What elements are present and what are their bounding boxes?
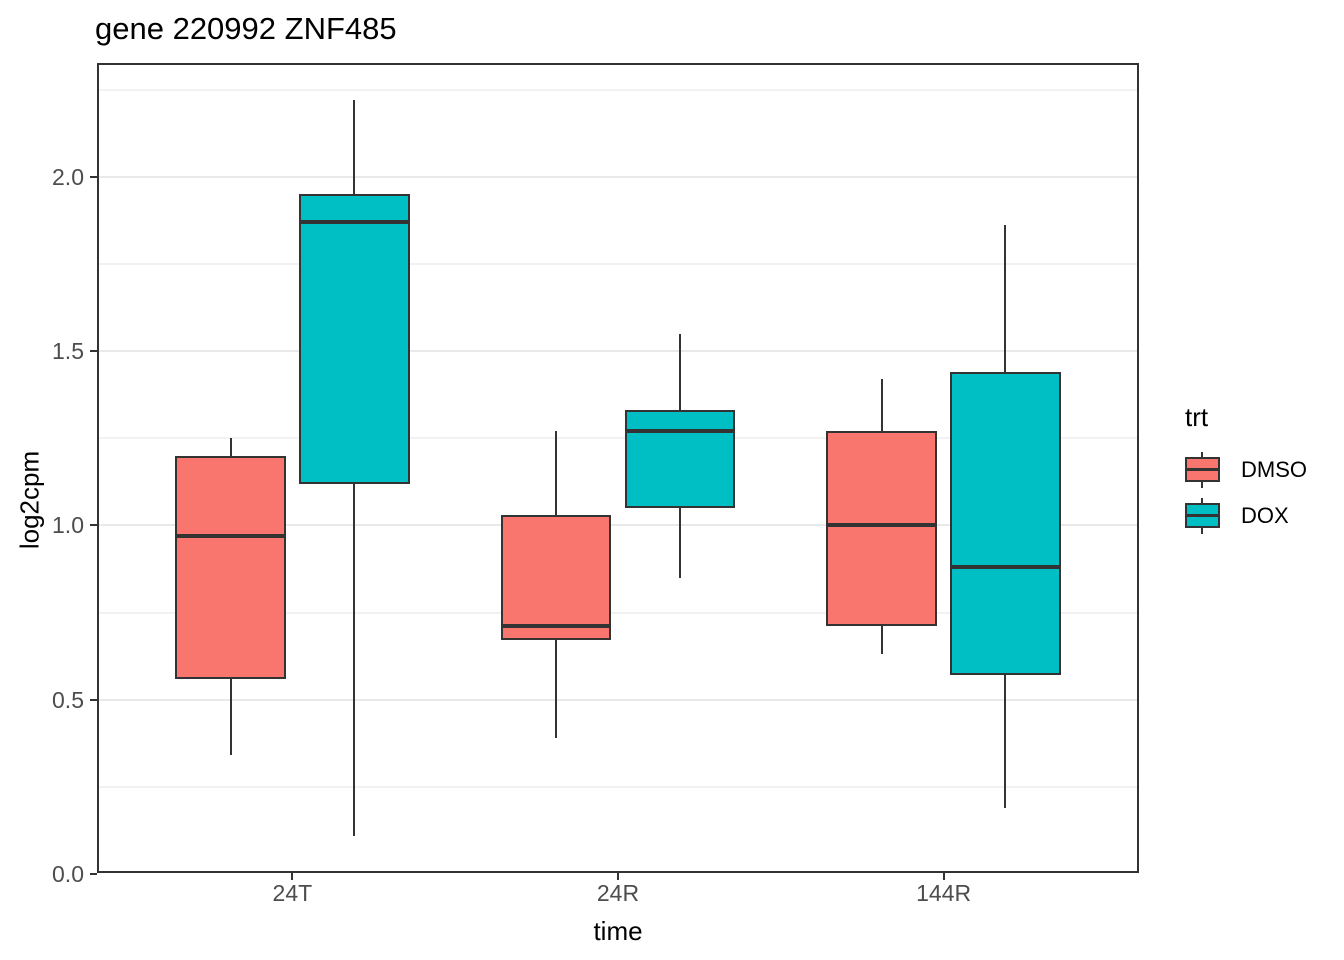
whisker-upper-dox-24t: [353, 99, 356, 195]
grid-major-line: [97, 524, 1139, 527]
x-axis-tick: [617, 873, 619, 880]
legend-item-dmso: DMSO: [1185, 447, 1307, 493]
y-tick-label: 0.0: [52, 861, 84, 888]
legend-label: DMSO: [1241, 457, 1307, 482]
box-dmso-24t: [175, 455, 286, 679]
whisker-lower-dmso-24t: [229, 678, 232, 756]
y-axis-tick: [90, 175, 97, 178]
grid-major-line: [97, 698, 1139, 701]
x-axis-title: time: [593, 916, 643, 946]
y-tick-label: 2.0: [52, 163, 84, 190]
grid-major-line: [97, 350, 1139, 352]
whisker-lower-dox-144r: [1004, 675, 1007, 808]
y-tick-label: 1.0: [52, 512, 84, 539]
whisker-lower-dmso-24r: [555, 640, 558, 739]
whisker-upper-dmso-24r: [555, 431, 558, 515]
whisker-upper-dox-24r: [678, 333, 681, 411]
legend: trt DMSO DOX: [1185, 402, 1307, 539]
whisker-upper-dmso-144r: [880, 378, 883, 432]
x-tick-label: 144R: [916, 880, 972, 906]
median-dox-144r: [952, 565, 1059, 570]
box-dox-24r: [624, 410, 736, 508]
legend-item-dox: DOX: [1185, 493, 1307, 539]
y-axis-tick: [90, 873, 97, 876]
y-axis-tick: [90, 350, 97, 352]
whisker-upper-dox-144r: [1004, 225, 1007, 372]
median-dmso-144r: [828, 523, 936, 528]
whisker-lower-dmso-144r: [880, 626, 883, 655]
y-tick-label: 1.5: [52, 338, 84, 364]
legend-key-boxplot-glyph: [1185, 452, 1220, 488]
median-dmso-24t: [177, 533, 284, 538]
y-axis-tick: [90, 524, 97, 527]
grid-minor-line: [97, 437, 1139, 440]
legend-label: DOX: [1241, 503, 1289, 528]
median-dox-24t: [300, 220, 408, 224]
x-tick-label: 24T: [272, 880, 313, 906]
x-axis-tick: [942, 873, 945, 880]
legend-key-boxplot-glyph: [1185, 498, 1220, 534]
box-dmso-24r: [500, 514, 612, 641]
median-dmso-24r: [502, 624, 610, 629]
grid-minor-line: [97, 785, 1139, 788]
box-dox-24t: [298, 194, 410, 484]
grid-major-line: [97, 175, 1139, 178]
legend-key-median: [1187, 514, 1218, 517]
whisker-lower-dox-24t: [353, 483, 356, 836]
chart-title: gene 220992 ZNF485: [95, 11, 397, 46]
x-tick-label: 24R: [596, 880, 640, 906]
whisker-lower-dox-24r: [678, 507, 681, 578]
legend-key-median: [1187, 468, 1218, 471]
y-tick-label: 0.5: [52, 686, 84, 713]
box-dmso-144r: [826, 431, 938, 627]
y-axis-tick: [90, 698, 97, 701]
legend-title: trt: [1185, 402, 1209, 432]
x-axis-tick: [291, 873, 294, 880]
grid-minor-line: [97, 611, 1139, 614]
grid-minor-line: [97, 262, 1139, 265]
median-dox-24r: [626, 429, 734, 434]
grid-minor-line: [97, 88, 1139, 91]
whisker-upper-dmso-24t: [229, 438, 232, 456]
box-dox-144r: [950, 371, 1061, 676]
